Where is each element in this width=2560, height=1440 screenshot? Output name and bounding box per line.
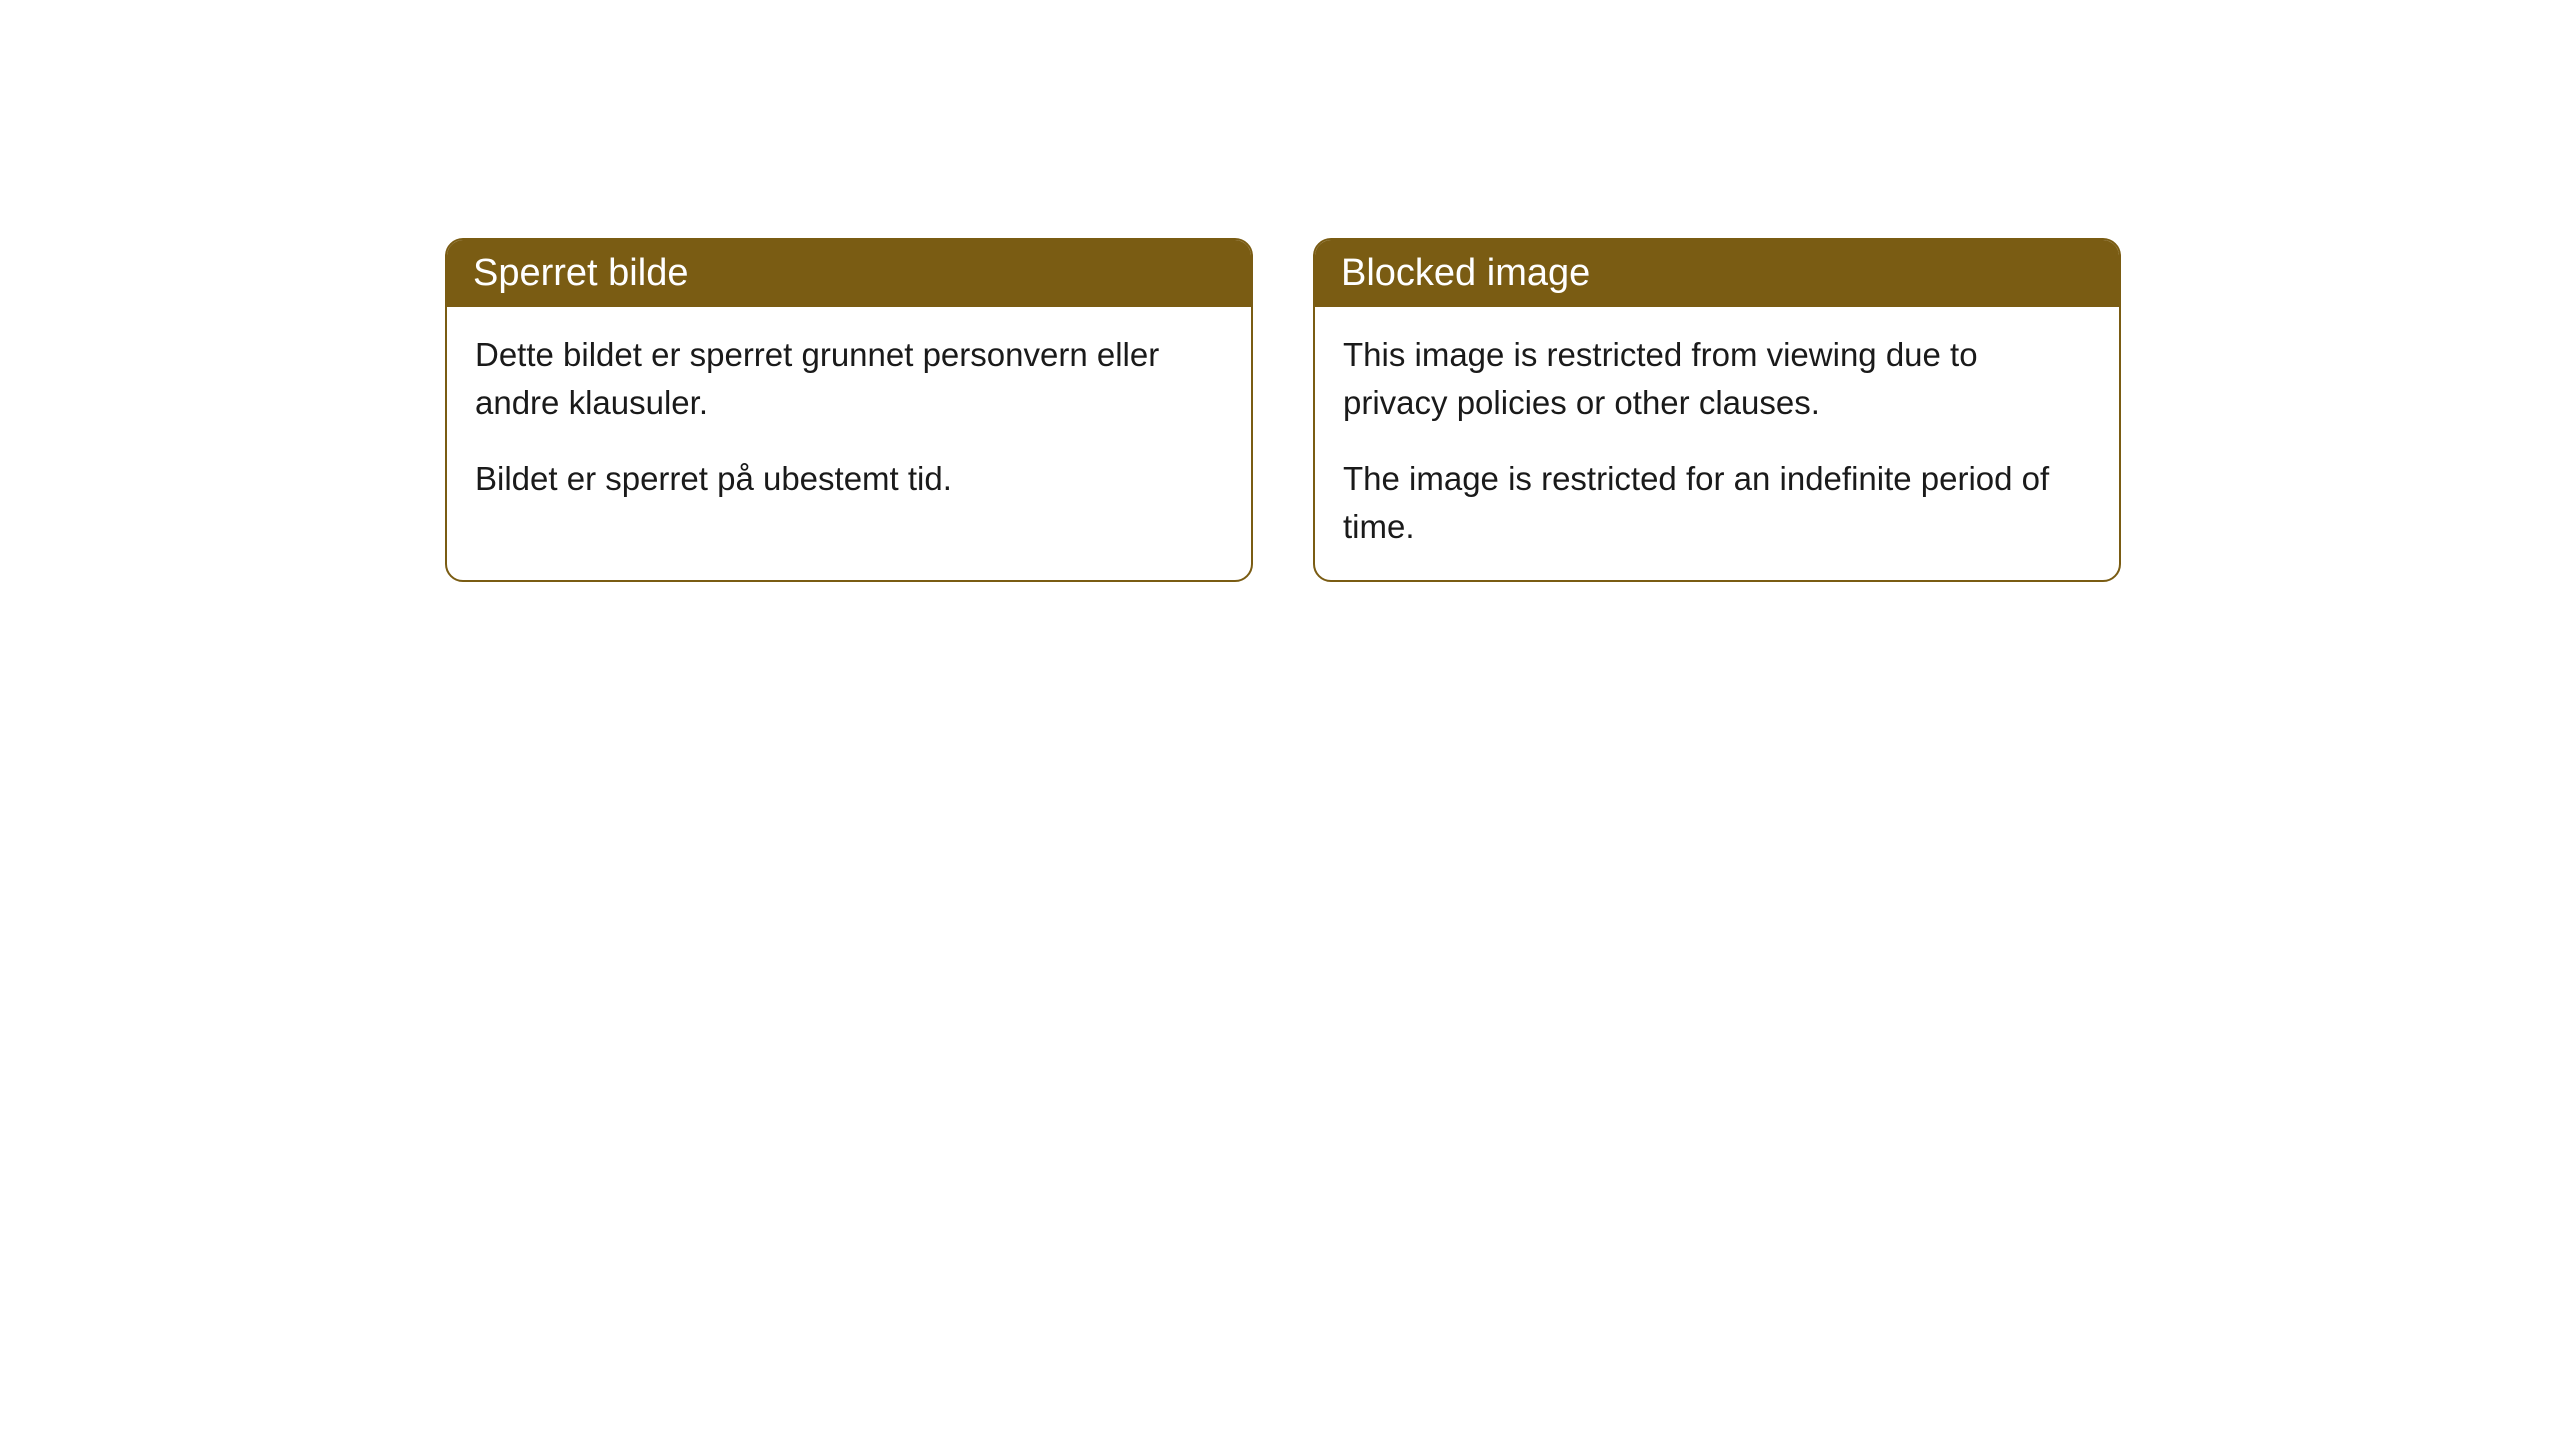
card-paragraph: Bildet er sperret på ubestemt tid. <box>475 455 1223 503</box>
card-header: Sperret bilde <box>447 240 1251 307</box>
card-body: Dette bildet er sperret grunnet personve… <box>447 307 1251 533</box>
card-title: Sperret bilde <box>473 252 688 294</box>
card-body: This image is restricted from viewing du… <box>1315 307 2119 580</box>
card-paragraph: Dette bildet er sperret grunnet personve… <box>475 331 1223 427</box>
notice-card-english: Blocked image This image is restricted f… <box>1313 238 2121 582</box>
card-paragraph: This image is restricted from viewing du… <box>1343 331 2091 427</box>
notice-card-norwegian: Sperret bilde Dette bildet er sperret gr… <box>445 238 1253 582</box>
notice-cards-container: Sperret bilde Dette bildet er sperret gr… <box>445 238 2560 582</box>
card-header: Blocked image <box>1315 240 2119 307</box>
card-title: Blocked image <box>1341 252 1590 294</box>
card-paragraph: The image is restricted for an indefinit… <box>1343 455 2091 551</box>
